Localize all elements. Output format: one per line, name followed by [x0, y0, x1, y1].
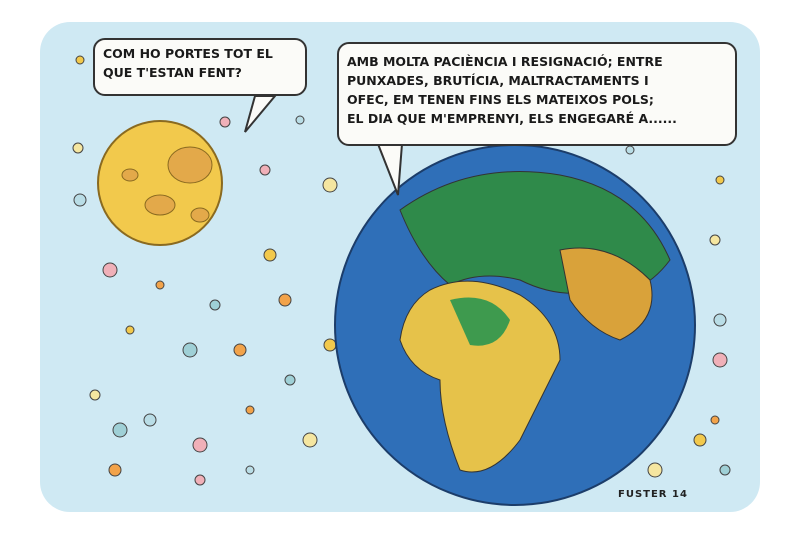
- star: [89, 389, 101, 401]
- earth-bubble-line: AMB MOLTA PACIÈNCIA I RESIGNACIÓ; ENTRE: [347, 54, 663, 69]
- star: [709, 234, 721, 246]
- star: [108, 463, 122, 477]
- earth: [334, 144, 696, 506]
- earth-bubble-line: PUNXADES, BRUTÍCIA, MALTRACTAMENTS I: [347, 73, 649, 88]
- stars: [72, 55, 731, 486]
- star: [302, 432, 318, 448]
- star: [102, 262, 118, 278]
- star: [647, 462, 663, 478]
- star: [715, 175, 725, 185]
- star: [263, 248, 277, 262]
- star: [75, 55, 85, 65]
- star: [194, 474, 206, 486]
- earth-speech-bubble: AMB MOLTA PACIÈNCIA I RESIGNACIÓ; ENTRE …: [337, 42, 737, 146]
- star: [72, 142, 84, 154]
- star: [155, 280, 165, 290]
- star: [233, 343, 247, 357]
- star: [712, 352, 728, 368]
- star: [219, 116, 231, 128]
- moon: [97, 120, 223, 246]
- star: [693, 433, 707, 447]
- moon-bubble-line: QUE T'ESTAN FENT?: [103, 65, 242, 80]
- star: [143, 413, 157, 427]
- moon-bubble-tail: [244, 95, 278, 133]
- earth-bubble-line: EL DIA QUE M'EMPRENYI, ELS ENGEGARÉ A...…: [347, 111, 677, 126]
- star: [192, 437, 208, 453]
- star: [259, 164, 271, 176]
- star: [295, 115, 305, 125]
- star: [245, 405, 255, 415]
- star: [125, 325, 135, 335]
- star: [182, 342, 198, 358]
- star: [209, 299, 221, 311]
- artist-signature: FUSTER 14: [618, 489, 688, 500]
- star: [719, 464, 731, 476]
- star: [284, 374, 296, 386]
- moon-bubble-line: COM HO PORTES TOT EL: [103, 46, 273, 61]
- earth-bubble-line: OFEC, EM TENEN FINS ELS MATEIXOS POLS;: [347, 92, 654, 107]
- star: [73, 193, 87, 207]
- star: [112, 422, 128, 438]
- star: [278, 293, 292, 307]
- star: [245, 465, 255, 475]
- star: [713, 313, 727, 327]
- star: [625, 145, 635, 155]
- star: [710, 415, 720, 425]
- star: [323, 338, 337, 352]
- moon-speech-bubble: COM HO PORTES TOT EL QUE T'ESTAN FENT?: [93, 38, 307, 96]
- star: [322, 177, 338, 193]
